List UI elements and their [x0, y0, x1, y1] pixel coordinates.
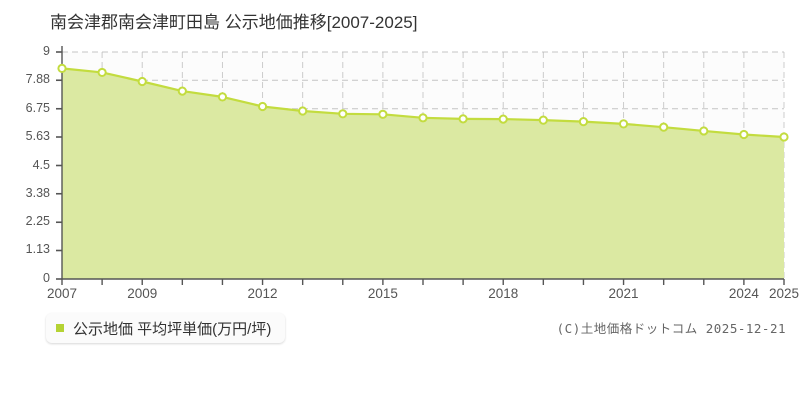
data-point-marker[interactable]: [298, 106, 308, 116]
legend-swatch-icon: [56, 324, 64, 332]
axis-ticks: [56, 51, 785, 285]
data-point-marker[interactable]: [177, 86, 187, 96]
data-point-marker[interactable]: [578, 117, 589, 127]
data-point-marker[interactable]: [538, 115, 548, 125]
data-point-marker[interactable]: [739, 129, 749, 140]
data-point-marker[interactable]: [618, 119, 629, 129]
x-axis-tick-label: 2025: [768, 286, 800, 301]
data-point-marker[interactable]: [418, 113, 428, 123]
x-axis-tick-label: 2024: [728, 286, 759, 301]
y-axis-tick-label: 2.25: [25, 214, 50, 229]
x-axis-tick-label: 2021: [608, 286, 639, 301]
data-point-marker[interactable]: [217, 92, 228, 102]
data-markers: [57, 63, 789, 142]
y-axis-tick-label: 1.13: [25, 242, 50, 257]
legend-label: 公示地価 平均坪単価(万円/坪): [73, 320, 272, 338]
chart-legend[interactable]: 公示地価 平均坪単価(万円/坪): [46, 313, 286, 343]
area-fill: [62, 68, 784, 279]
data-point-marker[interactable]: [779, 132, 789, 142]
data-point-marker[interactable]: [498, 114, 508, 124]
y-axis-tick-label: 3.38: [25, 185, 50, 200]
y-axis-tick-label: 9: [43, 44, 50, 58]
x-axis-tick-label: 2015: [367, 286, 398, 301]
data-point-marker[interactable]: [57, 63, 67, 73]
y-axis-tick-label: 0: [43, 271, 50, 285]
data-point-marker[interactable]: [458, 114, 468, 124]
x-axis-tick-label: 2007: [46, 286, 78, 301]
x-axis-tick-label: 2012: [247, 286, 278, 301]
data-point-marker[interactable]: [257, 101, 268, 112]
data-point-marker[interactable]: [97, 67, 107, 78]
chart-title: 南会津郡南会津町田島 公示地価推移[2007-2025]: [50, 13, 418, 32]
data-point-marker[interactable]: [659, 122, 669, 132]
y-axis-tick-label: 4.5: [32, 157, 50, 172]
x-axis-tick-label: 2009: [127, 286, 158, 301]
data-point-marker[interactable]: [378, 109, 388, 119]
y-axis-tick-label: 5.63: [25, 128, 50, 143]
credit-text: (C)土地価格ドットコム 2025-12-21: [556, 321, 786, 336]
y-axis-tick-label: 7.88: [25, 72, 50, 87]
data-point-marker[interactable]: [137, 76, 147, 87]
data-point-marker[interactable]: [699, 126, 709, 136]
data-point-marker[interactable]: [338, 109, 348, 119]
x-axis-tick-label: 2018: [488, 286, 519, 301]
y-axis-tick-label: 6.75: [25, 100, 50, 115]
